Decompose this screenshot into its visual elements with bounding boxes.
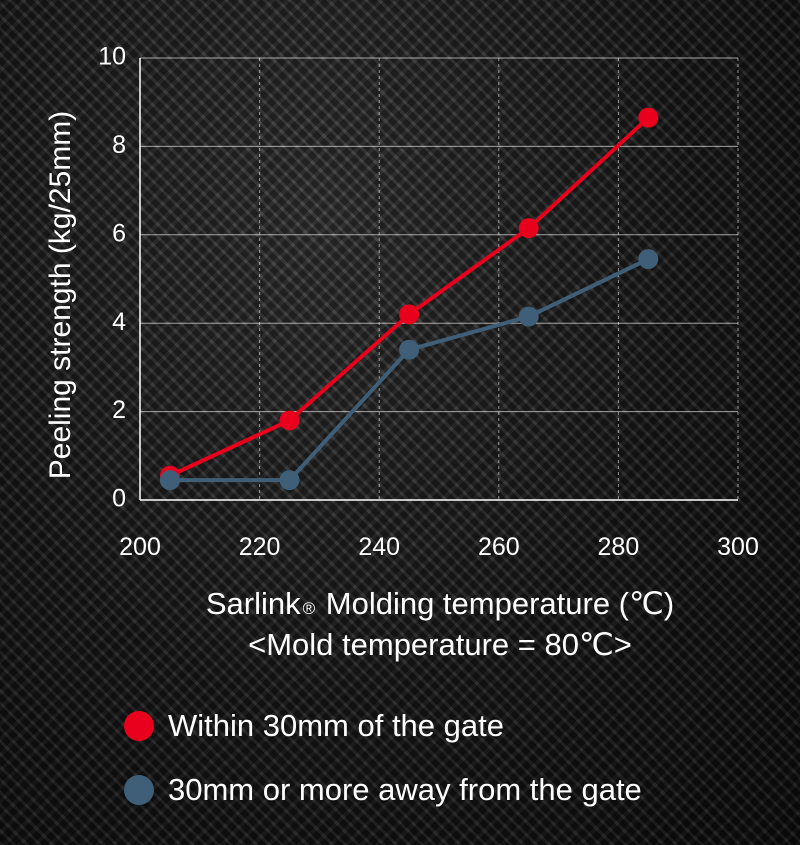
data-point-1 xyxy=(279,470,300,491)
data-point-0 xyxy=(518,218,539,239)
registered-mark: ® xyxy=(302,599,316,618)
legend-item-away-from-gate: 30mm or more away from the gate xyxy=(124,772,642,808)
x-tick-label: 300 xyxy=(717,533,759,561)
x-tick-label: 280 xyxy=(598,533,640,561)
series-layer xyxy=(159,107,659,491)
x-axis-label: Sarlink ® Molding temperature (℃) xyxy=(0,586,800,622)
data-point-1 xyxy=(638,249,659,270)
x-axis-label-prefix: Sarlink xyxy=(205,586,301,621)
y-axis-label: Peeling strength (kg/25mm) xyxy=(44,111,77,480)
y-tick-label: 6 xyxy=(112,219,126,247)
data-point-1 xyxy=(159,470,180,491)
x-tick-label: 240 xyxy=(358,533,400,561)
x-axis-label-suffix: Molding temperature (℃) xyxy=(317,586,675,621)
x-tick-label: 220 xyxy=(239,533,281,561)
data-point-1 xyxy=(518,306,539,327)
y-tick-label: 2 xyxy=(112,396,126,424)
legend-label: 30mm or more away from the gate xyxy=(168,772,642,807)
data-point-0 xyxy=(399,304,420,325)
data-point-0 xyxy=(638,107,659,128)
legend-item-within-gate: Within 30mm of the gate xyxy=(124,708,504,744)
data-point-0 xyxy=(279,410,300,431)
legend-marker-blue xyxy=(124,775,154,805)
x-axis-sublabel: <Mold temperature = 80℃> xyxy=(248,627,632,662)
y-tick-label: 0 xyxy=(112,485,126,513)
tick-labels: 0 2 4 6 8 10 200 220 240 260 280 300 xyxy=(98,43,759,561)
legend-marker-red xyxy=(124,711,154,741)
y-tick-label: 10 xyxy=(98,43,126,71)
series-line-0 xyxy=(169,116,650,478)
x-tick-label: 200 xyxy=(119,533,161,561)
legend-label: Within 30mm of the gate xyxy=(168,708,504,743)
axes xyxy=(139,58,738,501)
grid xyxy=(140,57,739,500)
y-tick-label: 8 xyxy=(112,131,126,159)
data-point-1 xyxy=(399,339,420,360)
series-line-1 xyxy=(169,257,650,483)
x-tick-label: 260 xyxy=(478,533,520,561)
y-tick-label: 4 xyxy=(112,308,126,336)
